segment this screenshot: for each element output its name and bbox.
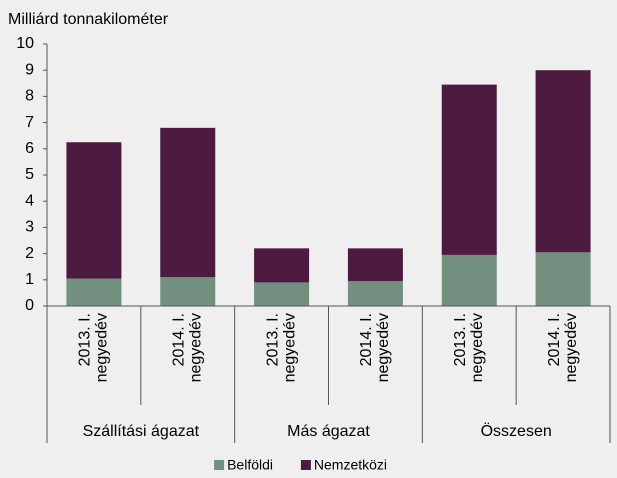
y-tick-label: 0: [25, 297, 34, 314]
bar-segment: [441, 254, 497, 306]
x-tick-label: 2013. I.: [77, 313, 94, 366]
x-tick-label: 2014. I.: [170, 313, 187, 366]
bar-segment: [160, 277, 216, 306]
group-label: Összesen: [481, 422, 552, 440]
y-tick-label: 3: [25, 219, 34, 236]
legend-label: Belföldi: [227, 457, 273, 473]
y-tick-label: 10: [16, 35, 34, 52]
bar-segment: [254, 282, 310, 306]
x-tick-label: 2013. I.: [264, 313, 281, 366]
x-tick-label: negyedév: [94, 313, 111, 382]
y-tick-label: 8: [25, 88, 34, 105]
x-tick-label: 2014. I.: [358, 313, 375, 366]
y-tick-label: 5: [25, 166, 34, 183]
bar-segment: [254, 248, 310, 283]
x-tick-label: 2013. I.: [452, 313, 469, 366]
legend-label: Nemzetközi: [314, 457, 387, 473]
y-tick-label: 6: [25, 140, 34, 157]
bar-segment: [441, 84, 497, 255]
bar-segment: [66, 142, 122, 279]
group-label: Szállítási ágazat: [83, 423, 200, 440]
y-tick-label: 2: [25, 245, 34, 262]
x-tick-label: negyedév: [375, 313, 392, 382]
y-tick-label: 4: [25, 192, 34, 209]
bar-segment: [347, 248, 403, 282]
x-tick-label: negyedév: [563, 313, 580, 382]
bar-segment: [347, 281, 403, 306]
x-tick-label: negyedév: [281, 313, 298, 382]
y-tick-label: 7: [25, 114, 34, 131]
y-axis-label: Milliárd tonnakilométer: [8, 11, 169, 28]
x-tick-label: 2014. I.: [546, 313, 563, 366]
legend-swatch: [300, 460, 311, 470]
group-label: Más ágazat: [287, 423, 370, 440]
y-tick-label: 1: [25, 271, 34, 288]
bar-segment: [160, 127, 216, 278]
legend-swatch: [214, 460, 225, 470]
bar-segment: [535, 252, 591, 306]
x-tick-label: negyedév: [469, 313, 486, 382]
bar-segment: [535, 70, 591, 253]
y-tick-label: 9: [25, 61, 34, 78]
bar-segment: [66, 278, 122, 306]
x-tick-label: negyedév: [187, 313, 204, 382]
